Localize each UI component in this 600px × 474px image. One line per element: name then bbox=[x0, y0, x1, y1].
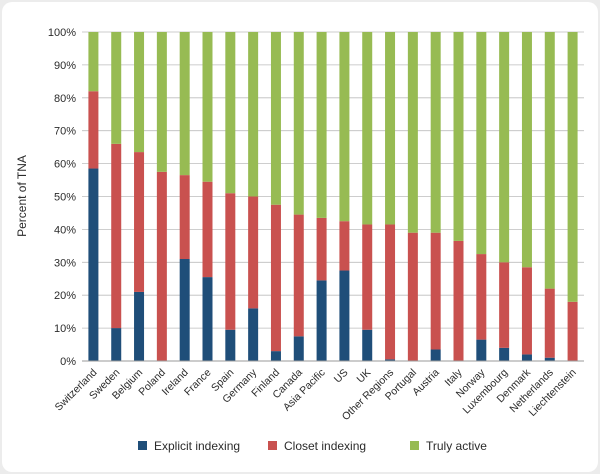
y-tick-label: 90% bbox=[54, 60, 76, 72]
bar-segment-explicit-indexing bbox=[293, 336, 304, 361]
bar-segment-truly-active bbox=[293, 32, 304, 215]
bar-segment-explicit-indexing bbox=[134, 291, 145, 361]
bar-segment-explicit-indexing bbox=[476, 339, 487, 361]
bar-segment-truly-active bbox=[430, 32, 441, 233]
bar-segment-explicit-indexing bbox=[111, 328, 122, 361]
bar-segment-explicit-indexing bbox=[385, 359, 396, 361]
bar-segment-truly-active bbox=[567, 32, 578, 302]
y-tick-label: 40% bbox=[54, 224, 76, 236]
bar-segment-truly-active bbox=[179, 32, 190, 176]
bar-segment-closet-indexing bbox=[362, 224, 373, 330]
bar-segment-closet-indexing bbox=[293, 214, 304, 337]
bar-segment-closet-indexing bbox=[156, 171, 167, 361]
legend-swatch bbox=[268, 441, 277, 450]
bar-segment-closet-indexing bbox=[521, 267, 532, 355]
bar-segment-explicit-indexing bbox=[339, 270, 350, 361]
bar-segment-explicit-indexing bbox=[499, 347, 510, 361]
bar-segment-closet-indexing bbox=[88, 91, 99, 169]
y-tick-label: 70% bbox=[54, 126, 76, 138]
bar-segment-explicit-indexing bbox=[521, 354, 532, 361]
bar-segment-truly-active bbox=[270, 32, 281, 205]
bar-segment-truly-active bbox=[316, 32, 327, 218]
bar-segment-explicit-indexing bbox=[544, 357, 555, 361]
bar-segment-closet-indexing bbox=[179, 175, 190, 260]
y-tick-label: 30% bbox=[54, 257, 76, 269]
y-tick-label: 0% bbox=[60, 356, 76, 368]
bar-segment-explicit-indexing bbox=[316, 280, 327, 361]
bar-segment-explicit-indexing bbox=[248, 308, 259, 361]
bar-segment-explicit-indexing bbox=[225, 329, 236, 361]
bar-segment-closet-indexing bbox=[248, 196, 259, 309]
bar-segment-truly-active bbox=[385, 32, 396, 225]
bar-segment-explicit-indexing bbox=[88, 168, 99, 361]
bars bbox=[88, 32, 578, 361]
bar-segment-truly-active bbox=[134, 32, 145, 153]
legend-label: Truly active bbox=[426, 439, 487, 453]
bar-segment-truly-active bbox=[453, 32, 464, 241]
bar-segment-truly-active bbox=[476, 32, 487, 255]
y-tick-label: 100% bbox=[48, 27, 76, 39]
x-axis-ticks: SwitzerlandSwedenBelgiumPolandIrelandFra… bbox=[53, 366, 579, 423]
bar-segment-truly-active bbox=[88, 32, 99, 92]
bar-segment-closet-indexing bbox=[385, 224, 396, 360]
legend-swatch bbox=[138, 441, 147, 450]
y-tick-label: 50% bbox=[54, 192, 76, 204]
y-axis-ticks: 0% 10% 20% 30% 40% 50% 60% 70% 80% 90% 100% bbox=[48, 27, 76, 368]
bar-segment-closet-indexing bbox=[134, 152, 145, 292]
y-tick-label: 80% bbox=[54, 93, 76, 105]
bar-segment-closet-indexing bbox=[430, 232, 441, 350]
legend-label: Explicit indexing bbox=[154, 439, 240, 453]
bar-segment-closet-indexing bbox=[499, 262, 510, 348]
bar-segment-closet-indexing bbox=[544, 288, 555, 358]
bar-segment-truly-active bbox=[225, 32, 236, 194]
bar-segment-truly-active bbox=[407, 32, 418, 233]
bar-segment-truly-active bbox=[111, 32, 122, 144]
legend-label: Closet indexing bbox=[284, 439, 366, 453]
y-axis-label: Percent of TNA bbox=[15, 155, 29, 237]
y-tick-label: 10% bbox=[54, 323, 76, 335]
y-tick-label: 60% bbox=[54, 159, 76, 171]
bar-segment-truly-active bbox=[362, 32, 373, 225]
bar-segment-truly-active bbox=[544, 32, 555, 289]
bar-segment-truly-active bbox=[156, 32, 167, 172]
bar-segment-truly-active bbox=[521, 32, 532, 268]
bar-segment-explicit-indexing bbox=[362, 329, 373, 361]
bar-segment-truly-active bbox=[248, 32, 259, 197]
bar-segment-closet-indexing bbox=[453, 240, 464, 361]
bar-segment-explicit-indexing bbox=[270, 351, 281, 361]
legend: Explicit indexing Closet indexing Truly ac… bbox=[138, 439, 487, 453]
bar-segment-closet-indexing bbox=[202, 181, 213, 278]
bar-segment-closet-indexing bbox=[567, 301, 578, 361]
bar-segment-closet-indexing bbox=[476, 254, 487, 340]
bar-segment-explicit-indexing bbox=[202, 277, 213, 361]
bar-segment-truly-active bbox=[202, 32, 213, 182]
bar-segment-closet-indexing bbox=[225, 193, 236, 330]
bar-segment-truly-active bbox=[499, 32, 510, 263]
bar-segment-truly-active bbox=[339, 32, 350, 222]
y-tick-label: 20% bbox=[54, 290, 76, 302]
bar-segment-explicit-indexing bbox=[430, 349, 441, 361]
bar-segment-closet-indexing bbox=[270, 204, 281, 352]
bar-segment-closet-indexing bbox=[316, 217, 327, 281]
bar-segment-closet-indexing bbox=[111, 143, 122, 329]
bar-segment-explicit-indexing bbox=[179, 259, 190, 361]
bar-segment-closet-indexing bbox=[407, 232, 418, 361]
bar-segment-closet-indexing bbox=[339, 221, 350, 271]
x-tick-label: US bbox=[332, 367, 351, 386]
legend-swatch bbox=[410, 441, 419, 450]
